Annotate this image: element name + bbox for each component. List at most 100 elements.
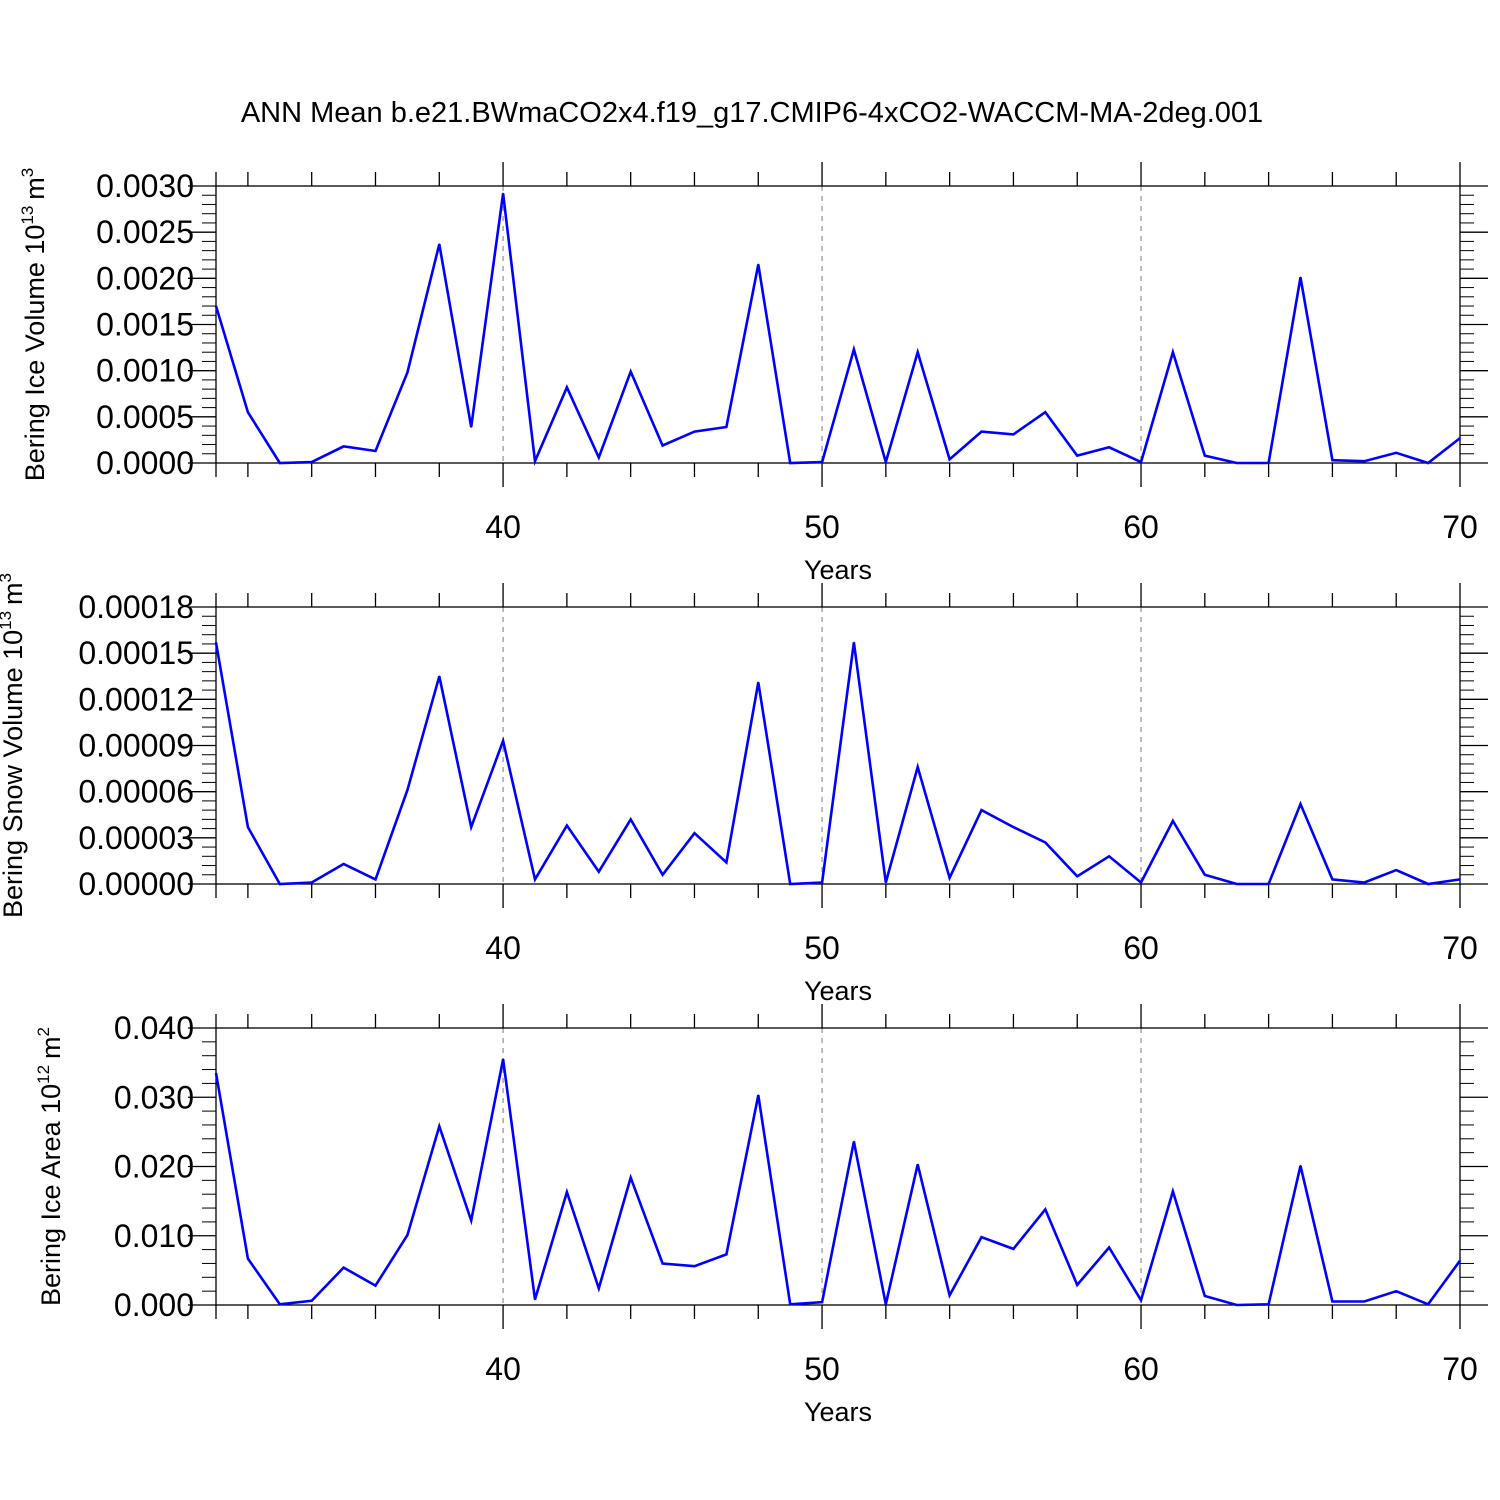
series-line [214,1058,1462,1307]
x-tick-label: 70 [1442,930,1478,966]
x-axis-title: Years [804,555,872,585]
data-point [1044,1208,1047,1211]
panels: 0.0000 0.0005 0.0010 0.0015 0.0020 0.0025 0.00… [0,162,1488,1427]
y-tick-label: 0.0005 [96,399,194,435]
data-point [1108,446,1110,449]
data-point [1267,1303,1270,1306]
x-tick-label: 50 [804,1351,840,1387]
data-point [948,1294,951,1297]
data-point [1012,433,1015,436]
data-point [1076,454,1079,457]
data-point [534,460,536,462]
data-point [661,873,664,876]
data-point [757,263,760,266]
data-point [1331,459,1334,462]
x-tick-label: 60 [1123,509,1159,545]
data-point [693,430,696,433]
y-tick-label: 0.0000 [96,445,194,481]
data-point [406,1234,409,1236]
data-point [1459,437,1461,439]
x-tick-label: 50 [804,930,840,966]
x-tick-label: 40 [485,509,521,545]
data-point [406,371,409,374]
series-line [214,642,1461,886]
data-point [1235,1304,1238,1306]
data-point [1395,1290,1398,1292]
data-point [1331,878,1334,881]
data-point [789,883,791,885]
x-tick-label: 40 [485,930,521,966]
data-point [215,305,217,307]
data-point [725,861,728,864]
data-point [310,461,313,463]
data-point [885,1303,887,1306]
data-point [1172,351,1174,354]
data-point [342,445,345,448]
data-point [438,1125,441,1128]
data-point [853,348,855,351]
data-point [1395,452,1398,454]
x-tick-label: 50 [804,509,840,545]
data-point [502,740,504,742]
series-line [214,193,1461,467]
data-point [597,1287,600,1290]
data-point [374,450,377,452]
data-point [757,1094,760,1096]
y-tick-label: 0.020 [114,1149,194,1185]
figure-title: ANN Mean b.e21.BWmaCO2x4.f19_g17.CMIP6-4… [241,97,1263,129]
x-tick-label: 60 [1123,1351,1159,1387]
y-axis-title-superscript: 13 [0,611,15,630]
y-axis-title-superscript: 2 [34,1027,53,1036]
data-point [1235,883,1238,885]
data-point [1044,841,1047,844]
data-point [566,386,568,389]
data-point [916,1163,919,1166]
data-point [916,766,919,768]
y-axis-title-superscript: 3 [0,573,15,582]
y-axis-title-part: m [0,582,28,605]
data-point [789,462,791,464]
data-point [757,681,760,684]
data-point [1363,881,1366,884]
data-point [374,878,377,881]
data-point [948,877,951,879]
data-point [725,426,728,428]
data-point [629,370,632,373]
panel-1: 0.0000 0.0005 0.0010 0.0015 0.0020 0.0025 0.00… [18,162,1488,585]
data-point [1204,873,1206,876]
data-point [821,881,823,884]
data-point [278,462,281,464]
y-tick-label: 0.0025 [96,214,194,250]
y-tick-label: 0.00006 [78,774,194,810]
data-point [597,870,600,873]
data-point [215,1072,217,1074]
data-point [1012,1248,1015,1250]
y-axis-title-part: m [20,177,50,200]
x-axis-title: Years [804,1397,872,1427]
data-point [853,641,855,644]
y-axis-title: Bering Snow Volume 1013 m3 [0,573,28,918]
data-point [1140,461,1142,463]
data-point [1204,454,1206,457]
y-tick-label: 0.0020 [96,260,194,296]
y-axis-title-part: Bering Ice Area 10 [36,1084,66,1306]
data-point [853,1140,855,1143]
data-point [310,1300,313,1302]
data-point [948,458,951,461]
data-point [1299,803,1302,805]
y-axis-title-superscript: 13 [18,206,37,225]
data-point [1235,462,1238,464]
data-point [247,1257,249,1260]
data-point [215,641,217,644]
data-point [693,1265,696,1268]
data-point [310,881,313,884]
data-point [885,461,887,463]
data-point [693,832,696,835]
plot-frame [215,1027,1461,1306]
data-point [1076,1284,1079,1286]
y-axis-title-part: Bering Ice Volume 10 [20,225,50,482]
plot-frame [215,185,1461,464]
data-point [1267,462,1270,464]
y-tick-label: 0.00018 [78,589,194,625]
data-point [566,824,568,827]
